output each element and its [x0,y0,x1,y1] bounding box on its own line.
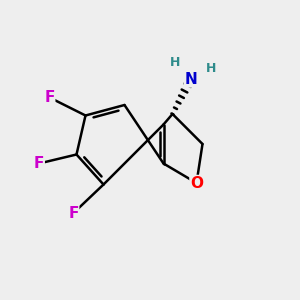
Text: F: F [34,156,44,171]
Text: H: H [206,62,217,76]
Text: F: F [44,90,55,105]
Text: N: N [184,72,197,87]
Text: H: H [170,56,181,70]
Text: F: F [68,206,79,220]
Text: O: O [190,176,203,190]
